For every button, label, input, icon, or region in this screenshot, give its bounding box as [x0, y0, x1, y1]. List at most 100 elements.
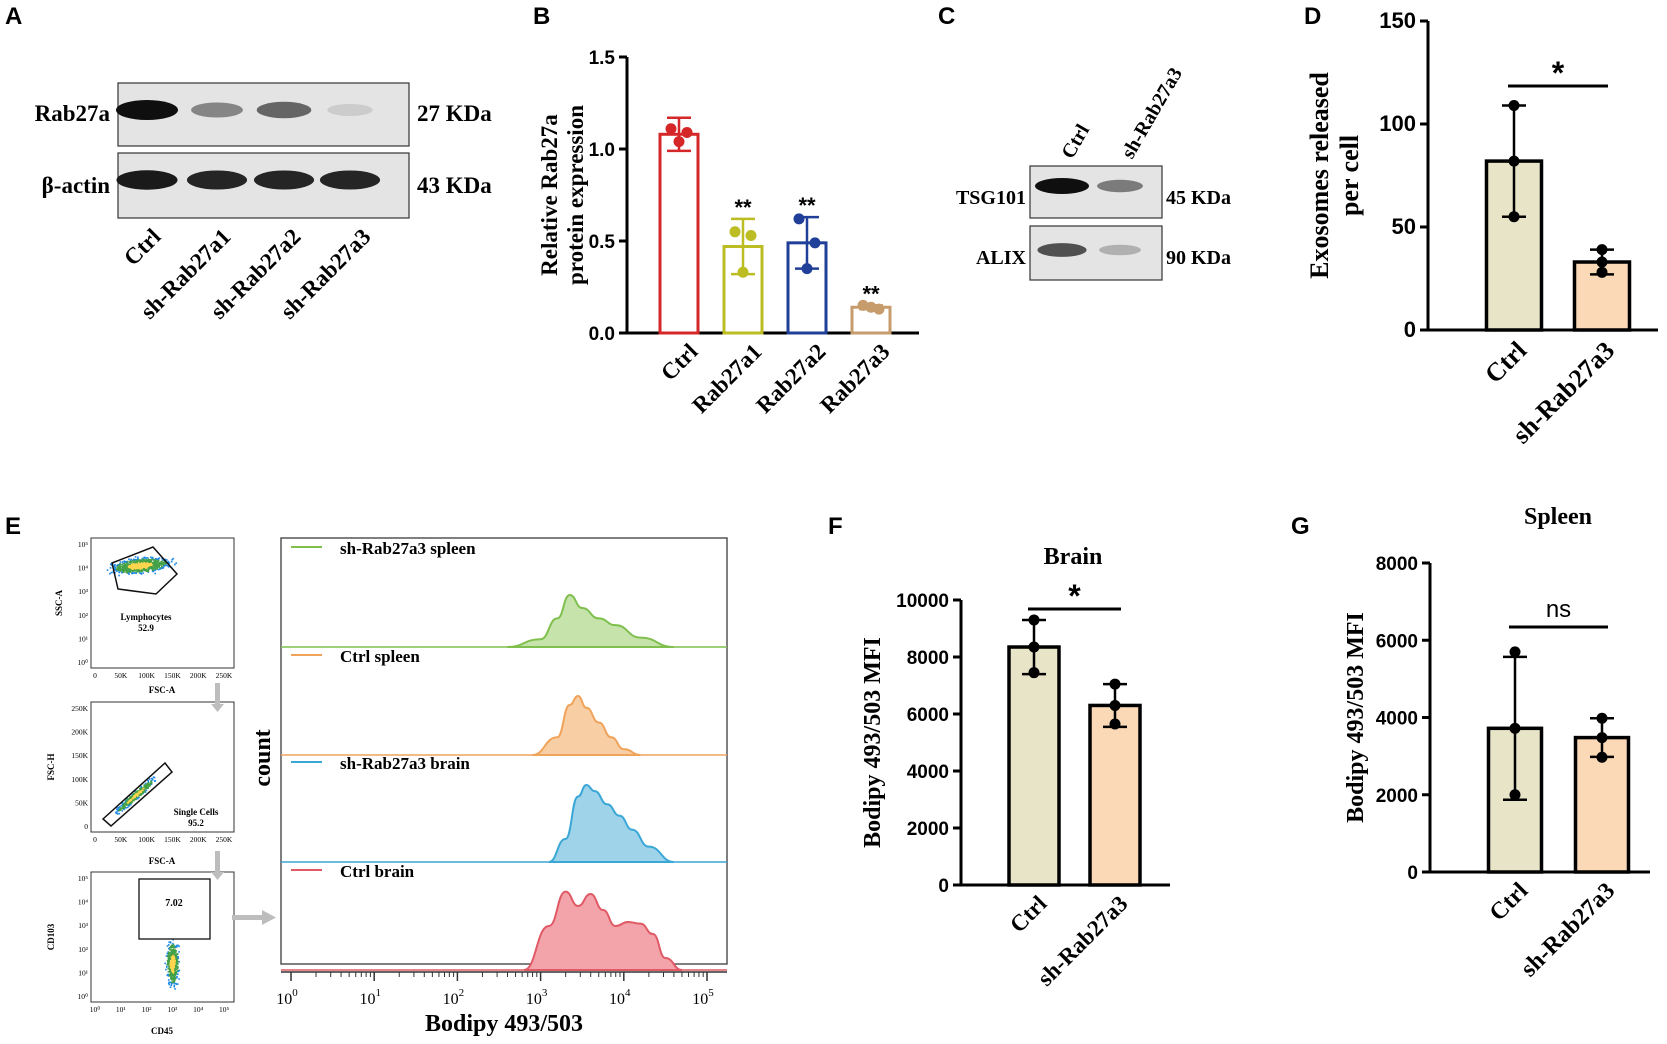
event-dot	[171, 945, 174, 948]
event-dot	[126, 802, 129, 804]
event-dot	[169, 956, 172, 959]
flow-x-tick: 100K	[138, 835, 155, 844]
y-axis-label: Exosomes released	[1305, 72, 1334, 279]
event-dot	[131, 560, 134, 562]
event-dot	[176, 976, 178, 979]
legend-label: sh-Rab27a3 brain	[340, 754, 470, 773]
event-dot	[176, 967, 179, 970]
event-dot	[116, 568, 118, 571]
event-dot	[140, 567, 143, 570]
flow-y-tick: 10²	[78, 611, 89, 620]
event-dot	[110, 563, 112, 565]
event-dot	[171, 558, 174, 561]
flow-xlabel: FSC-A	[149, 856, 176, 866]
event-dot	[138, 566, 141, 569]
event-dot	[160, 561, 162, 563]
event-dot	[162, 567, 165, 569]
event-dot	[131, 799, 134, 802]
event-dot	[168, 956, 170, 958]
event-dot	[137, 556, 139, 559]
flow-x-tick: 0	[93, 835, 97, 844]
panel-label-f: F	[828, 513, 843, 540]
event-dot	[116, 806, 118, 809]
event-dot	[112, 565, 115, 568]
blot-band	[327, 103, 373, 117]
event-dot	[106, 569, 109, 571]
event-dot	[153, 569, 156, 572]
blot-band	[1097, 179, 1143, 193]
data-point	[801, 263, 813, 275]
y-tick-label: 0.0	[589, 324, 615, 345]
event-dot	[173, 976, 175, 979]
event-dot	[133, 559, 136, 561]
panel-label-d: D	[1304, 3, 1321, 30]
event-dot	[135, 562, 138, 565]
event-dot	[171, 953, 173, 956]
event-dot	[138, 564, 141, 567]
event-dot	[132, 566, 135, 569]
event-dot	[171, 961, 174, 964]
event-dot	[167, 967, 170, 970]
event-dot	[178, 978, 180, 980]
event-dot	[117, 808, 120, 810]
event-dot	[144, 559, 147, 562]
event-dot	[177, 957, 179, 959]
event-dot	[123, 804, 126, 807]
event-dot	[118, 568, 121, 570]
event-dot	[135, 793, 137, 796]
legend-label: sh-Rab27a3 spleen	[340, 539, 476, 558]
event-dot	[127, 800, 129, 802]
event-dot	[171, 949, 174, 952]
event-dot	[121, 570, 124, 572]
event-dot	[146, 563, 149, 566]
event-dot	[150, 783, 153, 785]
event-dot	[116, 567, 119, 569]
event-dot	[116, 813, 119, 815]
event-dot	[165, 968, 167, 971]
event-dot	[126, 566, 128, 568]
flow-x-tick: 10⁰	[90, 1005, 101, 1014]
event-dot	[157, 558, 160, 560]
event-dot	[119, 806, 121, 808]
event-dot	[167, 970, 170, 973]
bar	[786, 241, 828, 335]
event-dot	[172, 557, 174, 560]
x-tick-label: Ctrl	[1005, 891, 1052, 938]
event-dot	[148, 564, 151, 566]
event-dot	[147, 784, 150, 787]
event-dot	[152, 776, 155, 778]
histogram-xlabel: Bodipy 493/503	[425, 1011, 583, 1037]
event-dot	[140, 560, 142, 562]
event-dot	[146, 557, 149, 559]
event-dot	[119, 570, 122, 572]
event-dot	[115, 570, 118, 572]
event-dot	[135, 559, 138, 562]
event-dot	[141, 568, 144, 570]
event-dot	[141, 789, 143, 791]
event-dot	[143, 560, 146, 562]
event-dot	[121, 571, 123, 574]
event-dot	[143, 788, 146, 791]
event-dot	[163, 565, 165, 568]
flow-y-tick: 10¹	[78, 968, 88, 977]
data-point	[737, 266, 749, 278]
chart-title: Brain	[1044, 544, 1103, 570]
event-dot	[124, 569, 127, 572]
event-dot	[131, 572, 134, 574]
event-dot	[174, 973, 177, 975]
event-dot	[133, 797, 136, 799]
event-dot	[170, 972, 173, 975]
flow-y-tick: 0	[84, 822, 88, 831]
event-dot	[138, 796, 140, 799]
event-dot	[148, 778, 151, 780]
x-tick-label: Ctrl	[1485, 878, 1534, 927]
event-dot	[153, 567, 156, 569]
data-point	[1109, 678, 1121, 690]
event-dot	[176, 983, 179, 985]
event-dot	[138, 560, 141, 562]
flow-y-tick: 10²	[78, 945, 89, 954]
event-dot	[153, 560, 155, 563]
data-point	[873, 303, 885, 315]
event-dot	[173, 984, 176, 987]
event-dot	[151, 567, 153, 570]
